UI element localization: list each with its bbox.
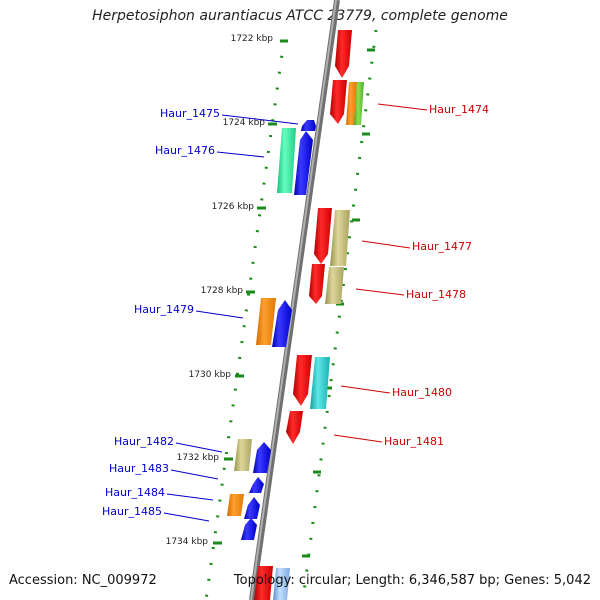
- gene-reverse[interactable]: [335, 30, 352, 78]
- gene-label-left[interactable]: Haur_1482: [114, 435, 174, 448]
- tick-label: 1728 kbp: [201, 286, 244, 296]
- gene-label-left[interactable]: Haur_1485: [102, 505, 162, 518]
- gene-cog-green[interactable]: [354, 82, 364, 125]
- gene-forward[interactable]: [253, 442, 271, 473]
- gene-forward[interactable]: [301, 120, 316, 131]
- genome-backbone-highlight: [250, 0, 337, 600]
- forward-strand-genes: [227, 120, 316, 540]
- tick-label: 1732 kbp: [177, 453, 220, 463]
- gene-cog-olive[interactable]: [325, 267, 344, 304]
- gene-cog-orange[interactable]: [346, 82, 357, 125]
- gene-forward[interactable]: [272, 300, 292, 347]
- reverse-strand-genes: [254, 30, 364, 600]
- gene-reverse[interactable]: [330, 80, 347, 124]
- gene-cog-lightblue[interactable]: [273, 568, 290, 600]
- gene-cog-cyan[interactable]: [310, 357, 330, 409]
- gene-label-right[interactable]: Haur_1474: [429, 103, 489, 116]
- gene-label-left[interactable]: Haur_1476: [155, 144, 215, 157]
- tick-label: 1724 kbp: [223, 118, 266, 128]
- gene-reverse[interactable]: [254, 566, 273, 600]
- gene-cog-olive[interactable]: [234, 439, 252, 471]
- gene-reverse[interactable]: [286, 411, 303, 444]
- gene-cog-orange[interactable]: [227, 494, 244, 516]
- tick-label: 1726 kbp: [212, 202, 255, 212]
- tick-label: 1730 kbp: [189, 370, 232, 380]
- tick-label: 1722 kbp: [231, 34, 274, 44]
- gene-label-right[interactable]: Haur_1477: [412, 240, 472, 253]
- map-title: Herpetosiphon aurantiacus ATCC 23779, co…: [92, 8, 508, 24]
- gene-cog-green[interactable]: [277, 128, 296, 193]
- gene-label-left[interactable]: Haur_1483: [109, 462, 169, 475]
- gene-label-left[interactable]: Haur_1479: [134, 303, 194, 316]
- gene-label-right[interactable]: Haur_1480: [392, 386, 452, 399]
- gene-label-right[interactable]: Haur_1481: [384, 435, 444, 448]
- gene-forward[interactable]: [249, 477, 264, 493]
- gene-reverse[interactable]: [314, 208, 332, 264]
- gene-reverse[interactable]: [293, 355, 312, 406]
- accession-text: Accession: NC_009972: [9, 573, 157, 588]
- gene-label-right[interactable]: Haur_1478: [406, 288, 466, 301]
- gene-label-left[interactable]: Haur_1475: [160, 107, 220, 120]
- topology-text: Topology: circular; Length: 6,346,587 bp…: [233, 573, 591, 588]
- gene-cog-orange[interactable]: [256, 298, 276, 345]
- gene-forward[interactable]: [241, 518, 257, 540]
- gene-label-left[interactable]: Haur_1484: [105, 486, 165, 499]
- gene-forward[interactable]: [244, 497, 260, 519]
- right-leader-lines: [333, 103, 428, 443]
- left-leader-lines: [163, 114, 299, 522]
- tick-label: 1734 kbp: [166, 537, 209, 547]
- gene-forward[interactable]: [294, 131, 313, 195]
- gene-cog-olive[interactable]: [330, 210, 350, 266]
- gene-reverse[interactable]: [309, 264, 325, 304]
